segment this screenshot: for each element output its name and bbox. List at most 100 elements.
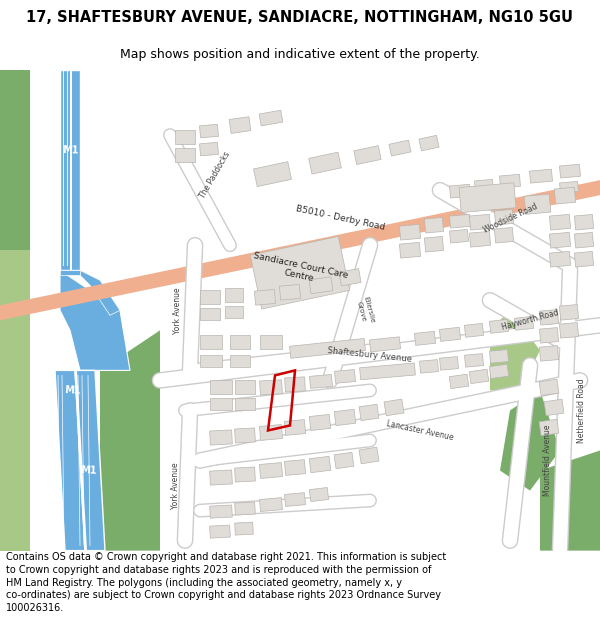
Text: M1: M1 (80, 465, 97, 476)
Bar (334, 452, 354, 469)
Bar (550, 251, 571, 267)
Text: York Avenue: York Avenue (170, 462, 179, 509)
Polygon shape (500, 391, 560, 491)
Bar (574, 214, 593, 230)
Bar (254, 289, 275, 305)
Bar (259, 110, 283, 126)
Bar (560, 181, 578, 193)
Bar (449, 374, 469, 389)
Bar (254, 162, 292, 187)
Bar (469, 214, 491, 230)
Bar (335, 369, 355, 383)
Bar (235, 467, 256, 482)
Text: Contains OS data © Crown copyright and database right 2021. This information is : Contains OS data © Crown copyright and d… (6, 552, 446, 613)
Polygon shape (0, 180, 600, 321)
Bar (469, 369, 489, 384)
Bar (260, 380, 283, 395)
Bar (464, 354, 484, 367)
Bar (544, 399, 564, 416)
Bar (449, 214, 470, 228)
Bar (370, 337, 401, 352)
Text: Sandiacre Court Care
Centre: Sandiacre Court Care Centre (251, 251, 349, 290)
Bar (539, 379, 559, 396)
Text: Hayworth Road: Hayworth Road (500, 308, 560, 332)
Bar (209, 525, 230, 538)
Bar (200, 124, 218, 138)
Bar (284, 419, 305, 436)
Bar (260, 498, 283, 511)
Bar (235, 398, 255, 411)
Bar (389, 140, 411, 156)
Text: M1: M1 (64, 385, 80, 396)
Bar (250, 236, 350, 309)
Bar (259, 424, 283, 441)
Polygon shape (80, 270, 120, 316)
Bar (475, 179, 493, 193)
Bar (489, 364, 509, 379)
Bar (310, 414, 331, 431)
Bar (259, 462, 283, 479)
Bar (230, 356, 250, 367)
Bar (308, 152, 341, 174)
Text: Lancaster Avenue: Lancaster Avenue (386, 419, 454, 442)
Bar (354, 146, 381, 164)
Bar (235, 522, 253, 535)
Polygon shape (0, 70, 30, 250)
Text: 17, SHAFTESBURY AVENUE, SANDIACRE, NOTTINGHAM, NG10 5GU: 17, SHAFTESBURY AVENUE, SANDIACRE, NOTTI… (26, 10, 574, 25)
Text: Mountfield Avenue: Mountfield Avenue (542, 425, 551, 496)
Bar (559, 322, 578, 338)
Bar (459, 182, 516, 213)
Bar (334, 409, 356, 426)
Bar (554, 188, 575, 204)
Bar (424, 236, 443, 252)
Bar (284, 492, 305, 506)
Bar (539, 346, 559, 361)
Bar (235, 502, 256, 515)
Polygon shape (75, 371, 105, 551)
Bar (209, 470, 232, 485)
Bar (175, 130, 195, 144)
Bar (524, 194, 551, 214)
Bar (550, 214, 571, 230)
Bar (574, 232, 593, 248)
Polygon shape (60, 70, 80, 270)
Polygon shape (0, 250, 30, 551)
Bar (415, 331, 436, 346)
Text: Netherfield Road: Netherfield Road (577, 378, 587, 442)
Bar (229, 117, 251, 133)
Bar (284, 377, 305, 392)
Text: Woodside Road: Woodside Road (482, 202, 538, 234)
Bar (400, 242, 421, 258)
Bar (235, 381, 255, 394)
Polygon shape (490, 310, 540, 391)
Bar (494, 228, 514, 243)
Bar (419, 359, 439, 373)
Text: Ellerslie
Grove: Ellerslie Grove (355, 296, 375, 325)
Text: B5010 - Derby Road: B5010 - Derby Road (295, 204, 385, 232)
Bar (284, 459, 305, 476)
Polygon shape (60, 270, 80, 275)
Bar (290, 339, 365, 358)
Bar (210, 398, 232, 411)
Bar (539, 419, 559, 436)
Bar (339, 269, 361, 286)
Bar (439, 328, 461, 341)
Bar (210, 381, 232, 394)
Bar (235, 428, 256, 443)
Bar (175, 148, 195, 162)
Bar (469, 231, 491, 247)
Text: M1: M1 (62, 145, 79, 156)
Bar (490, 349, 508, 363)
Bar (514, 316, 533, 330)
Bar (280, 284, 301, 300)
Text: The Paddocks: The Paddocks (198, 150, 232, 200)
Bar (424, 217, 443, 233)
Polygon shape (55, 371, 85, 551)
Bar (530, 169, 553, 183)
Polygon shape (70, 70, 72, 270)
Bar (310, 374, 332, 388)
Bar (494, 209, 514, 225)
Bar (200, 336, 222, 349)
Polygon shape (100, 331, 160, 551)
Bar (200, 142, 218, 156)
